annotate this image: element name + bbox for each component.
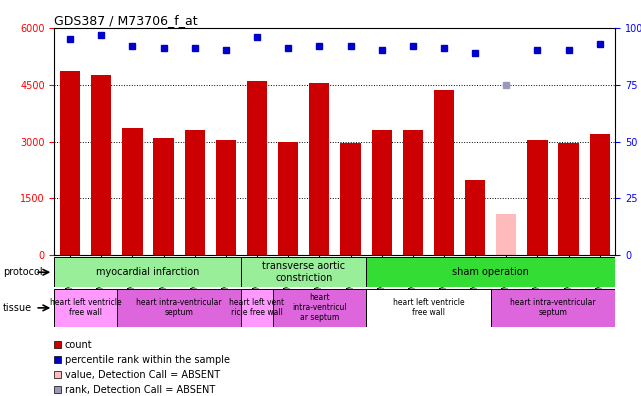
Text: heart left vent
ricle free wall: heart left vent ricle free wall xyxy=(229,298,285,318)
Bar xyxy=(185,130,205,255)
Text: percentile rank within the sample: percentile rank within the sample xyxy=(65,354,229,365)
Bar xyxy=(216,140,236,255)
Text: heart intra-ventricular
septum: heart intra-ventricular septum xyxy=(137,298,222,318)
Bar xyxy=(340,143,361,255)
Text: transverse aortic
constriction: transverse aortic constriction xyxy=(262,261,345,283)
Bar xyxy=(434,90,454,255)
Bar xyxy=(242,289,272,327)
Bar xyxy=(278,141,298,255)
Text: heart
intra-ventricul
ar septum: heart intra-ventricul ar septum xyxy=(292,293,347,322)
Bar xyxy=(372,130,392,255)
Bar xyxy=(54,257,242,287)
Text: GDS387 / M73706_f_at: GDS387 / M73706_f_at xyxy=(54,13,198,27)
Bar xyxy=(496,214,517,255)
Bar xyxy=(309,83,329,255)
Bar xyxy=(491,289,615,327)
Bar xyxy=(366,289,491,327)
Bar xyxy=(528,140,547,255)
Text: heart intra-ventricular
septum: heart intra-ventricular septum xyxy=(510,298,596,318)
Bar xyxy=(117,289,242,327)
Bar xyxy=(590,134,610,255)
Bar xyxy=(91,75,112,255)
Text: rank, Detection Call = ABSENT: rank, Detection Call = ABSENT xyxy=(65,385,215,395)
Text: protocol: protocol xyxy=(3,267,43,277)
Bar xyxy=(366,257,615,287)
Bar xyxy=(465,179,485,255)
Bar xyxy=(54,289,117,327)
Bar xyxy=(242,257,366,287)
Text: value, Detection Call = ABSENT: value, Detection Call = ABSENT xyxy=(65,369,220,380)
Bar xyxy=(247,81,267,255)
Text: tissue: tissue xyxy=(3,303,32,313)
Bar xyxy=(153,138,174,255)
Text: count: count xyxy=(65,339,92,350)
Text: heart left ventricle
free wall: heart left ventricle free wall xyxy=(392,298,464,318)
Text: sham operation: sham operation xyxy=(453,267,529,277)
Bar xyxy=(558,143,579,255)
Bar xyxy=(272,289,366,327)
Bar xyxy=(60,71,80,255)
Bar xyxy=(122,128,142,255)
Bar xyxy=(403,130,423,255)
Text: heart left ventricle
free wall: heart left ventricle free wall xyxy=(50,298,121,318)
Text: myocardial infarction: myocardial infarction xyxy=(96,267,199,277)
